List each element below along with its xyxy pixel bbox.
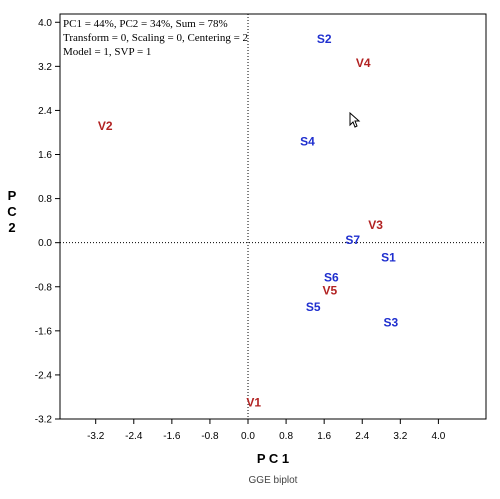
point-label-v3: V3	[368, 218, 383, 232]
x-tick-label: -2.4	[125, 431, 143, 442]
chart-caption: GGE biplot	[249, 475, 298, 486]
y-tick-label: -2.4	[35, 370, 53, 381]
x-tick-label: 3.2	[393, 431, 407, 442]
plot-frame	[60, 14, 486, 419]
point-label-s6: S6	[324, 270, 339, 284]
y-tick-label: 4.0	[38, 18, 52, 29]
y-tick-label: 0.0	[38, 238, 52, 249]
y-axis-title-letter: 2	[8, 220, 15, 235]
x-tick-label: -1.6	[163, 431, 181, 442]
info-box: PC1 = 44%, PC2 = 34%, Sum = 78% Transfor…	[63, 18, 248, 58]
point-label-s2: S2	[317, 32, 332, 46]
info-line-3: Model = 1, SVP = 1	[63, 46, 151, 58]
point-label-v5: V5	[323, 284, 338, 298]
x-tick-label: 1.6	[317, 431, 331, 442]
point-label-s1: S1	[381, 251, 396, 265]
x-tick-label: -0.8	[201, 431, 219, 442]
info-line-1: PC1 = 44%, PC2 = 34%, Sum = 78%	[63, 18, 228, 30]
x-tick-label: 2.4	[355, 431, 369, 442]
y-axis-ticks: 4.0 3.2 2.4 1.6 0.8 0.0 -0.8 -1.6 -2.4 -3.2	[35, 18, 60, 426]
data-point-labels: V1 V2 V3 V4 V5 S1 S2 S3 S4 S5 S6 S7	[98, 32, 399, 410]
y-tick-label: -1.6	[35, 326, 53, 337]
x-tick-label: 0.8	[279, 431, 293, 442]
y-axis-title-letter: P	[8, 188, 17, 203]
reference-lines	[60, 14, 486, 419]
x-tick-label: 4.0	[431, 431, 445, 442]
x-axis-title: P C 1	[257, 451, 289, 466]
point-label-v4: V4	[356, 56, 371, 70]
point-label-s4: S4	[300, 134, 315, 148]
point-label-v1: V1	[246, 395, 261, 409]
x-tick-label: 0.0	[241, 431, 255, 442]
y-tick-label: 1.6	[38, 150, 52, 161]
x-tick-label: -3.2	[87, 431, 105, 442]
info-line-2: Transform = 0, Scaling = 0, Centering = …	[63, 32, 248, 44]
y-tick-label: 2.4	[38, 106, 52, 117]
point-label-s3: S3	[383, 316, 398, 330]
x-axis-ticks: -3.2 -2.4 -1.6 -0.8 0.0 0.8 1.6 2.4 3.2 4.0	[87, 419, 446, 442]
point-label-s5: S5	[306, 300, 321, 314]
point-label-v2: V2	[98, 119, 113, 133]
y-tick-label: 0.8	[38, 194, 52, 205]
y-tick-label: -3.2	[35, 415, 53, 426]
y-axis-title-letter: C	[7, 204, 17, 219]
point-label-s7: S7	[345, 233, 360, 247]
cursor-icon	[350, 113, 359, 127]
y-tick-label: -0.8	[35, 282, 53, 293]
y-tick-label: 3.2	[38, 62, 52, 73]
